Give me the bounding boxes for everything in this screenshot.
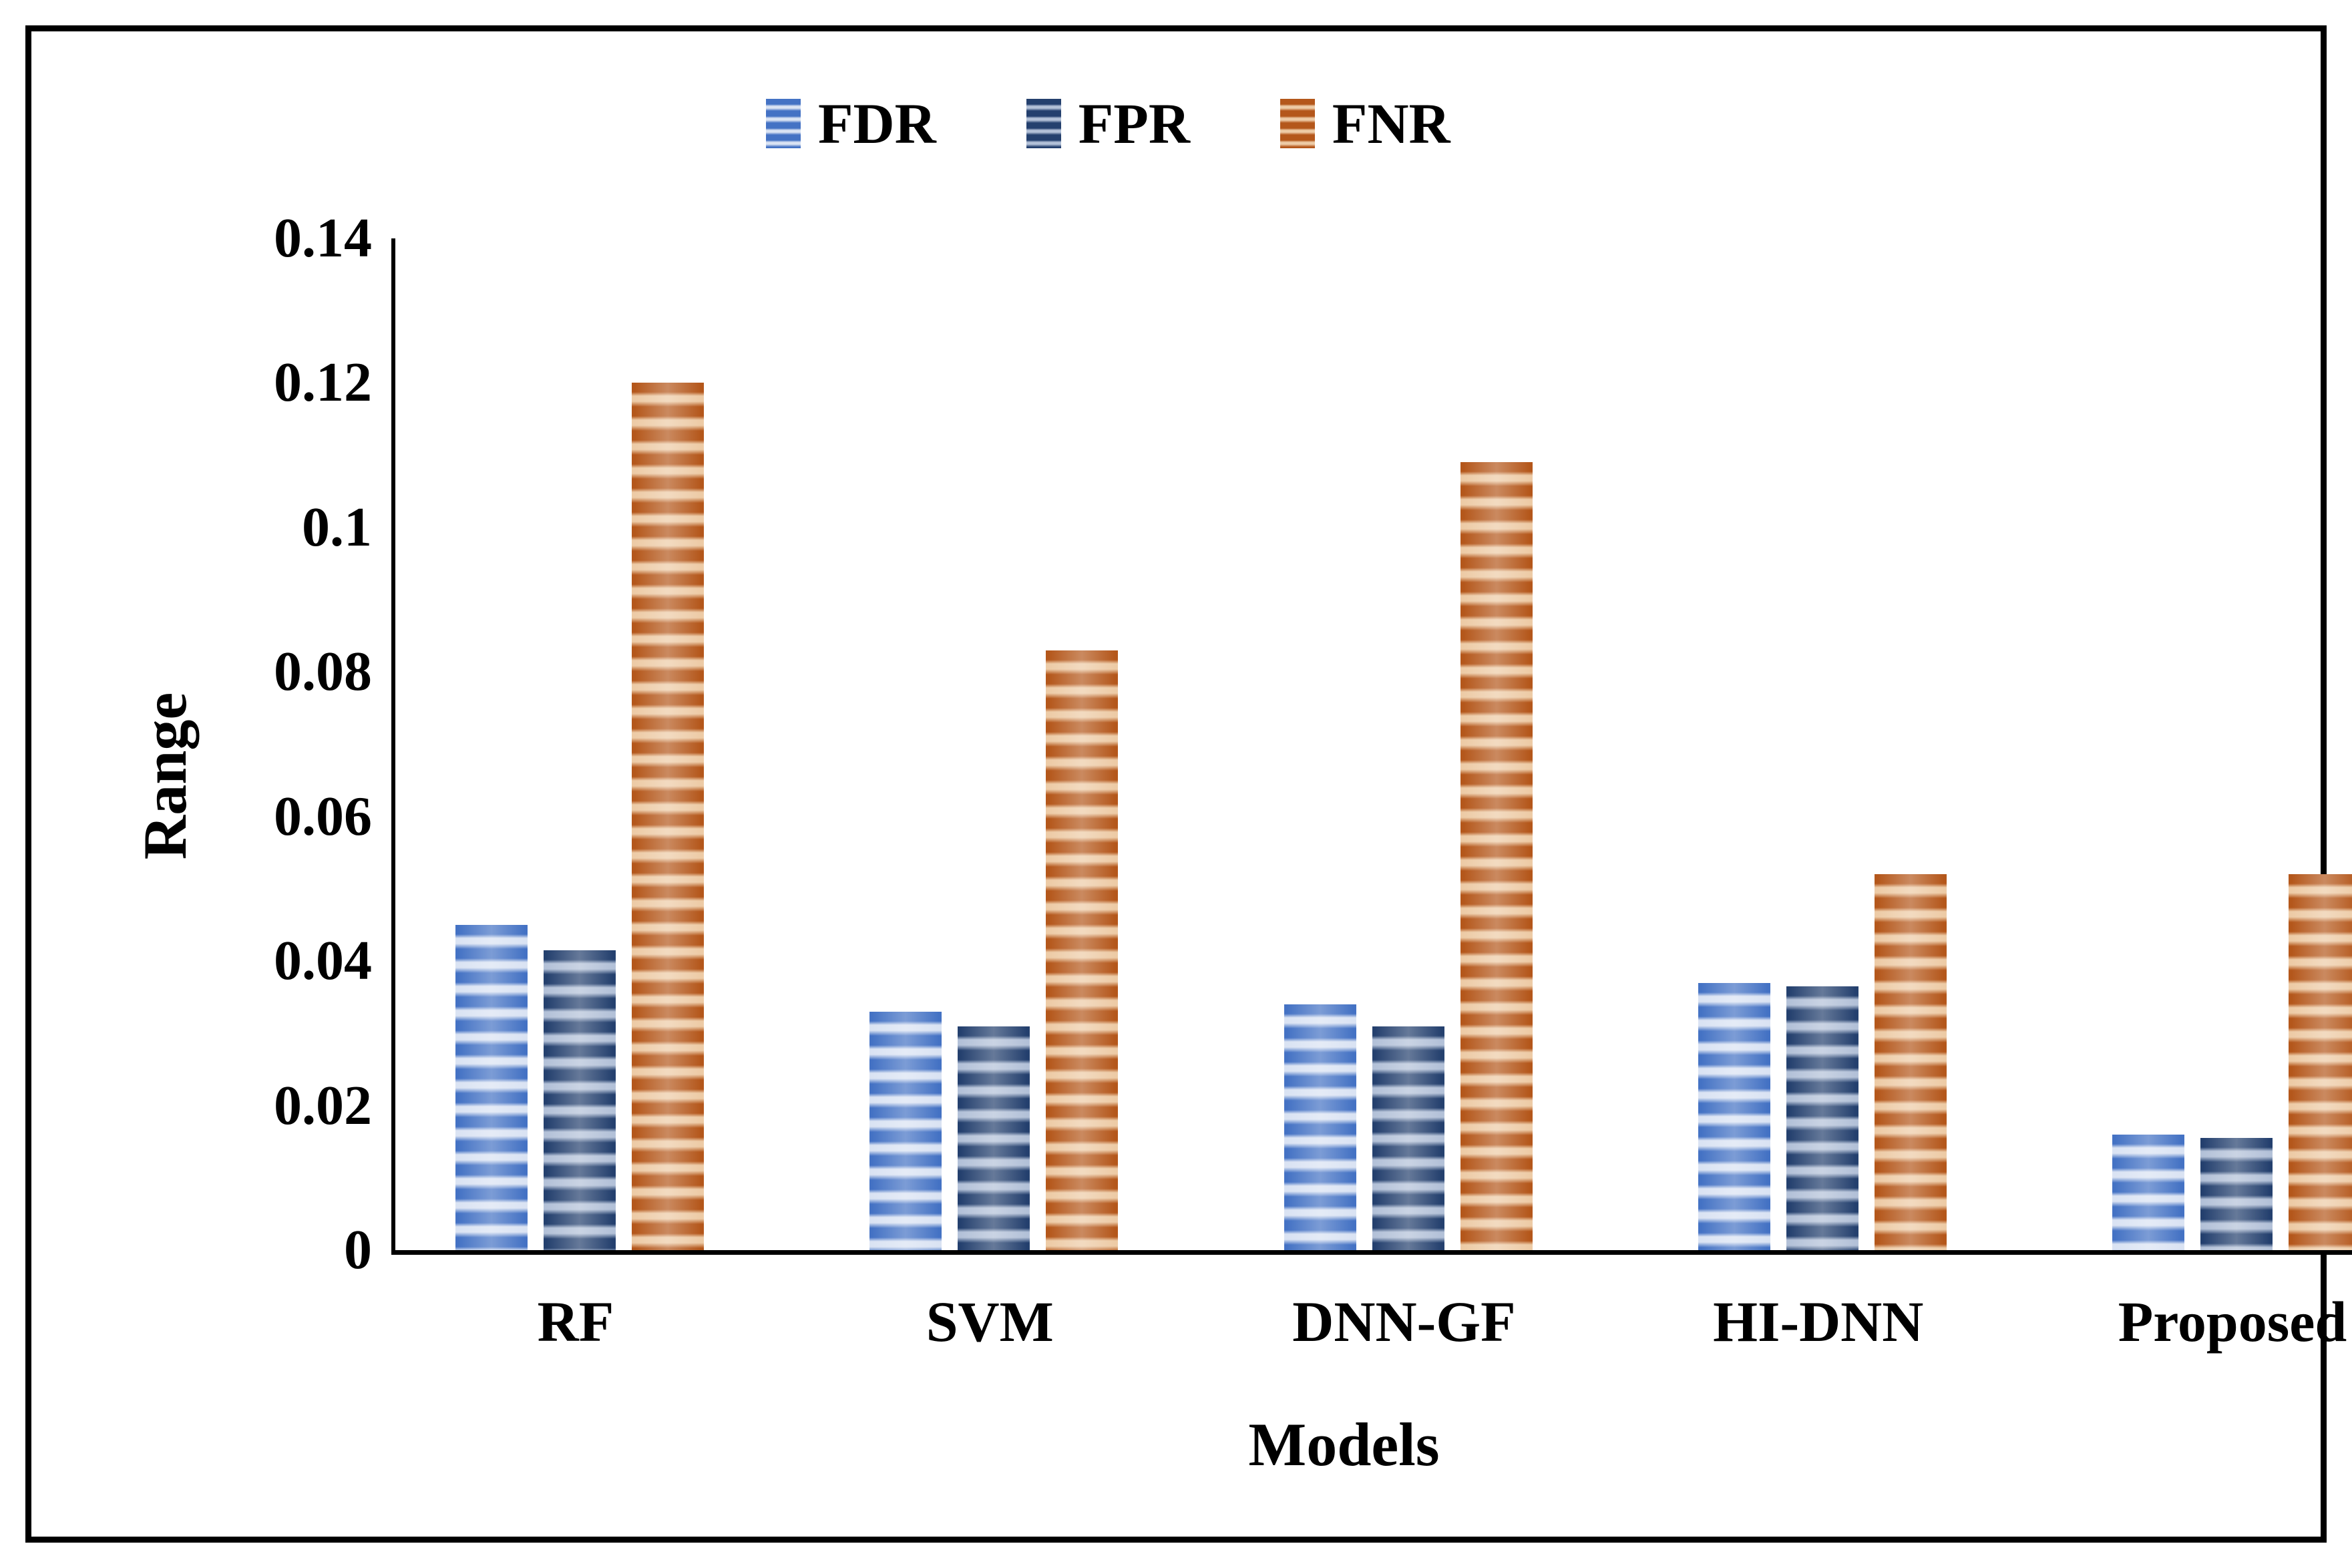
chart-frame: FDR FPR FNR Range 0 0.02 0.04 0.06 0.08 0.1 0.12… bbox=[25, 25, 2352, 1543]
y-tick-label: 0.04 bbox=[274, 930, 372, 992]
bar-fdr-hi-dnn bbox=[1698, 982, 1770, 1251]
x-axis-title: Models bbox=[1248, 1410, 1440, 1479]
bar-fnr-proposed bbox=[2289, 874, 2352, 1250]
bar-fdr-proposed bbox=[2112, 1134, 2184, 1251]
bar-group-hi-dnn bbox=[1698, 238, 1947, 1251]
bar-fnr-dnn-gf bbox=[1460, 462, 1533, 1250]
legend-item-fpr: FPR bbox=[1026, 95, 1190, 152]
bar-fnr-rf bbox=[632, 383, 704, 1250]
y-tick-label: 0.02 bbox=[274, 1074, 372, 1137]
fdr-swatch-icon bbox=[766, 99, 801, 148]
bar-fpr-svm bbox=[958, 1026, 1030, 1251]
bar-group-proposed bbox=[2112, 238, 2352, 1251]
bar-fpr-rf bbox=[544, 950, 616, 1251]
bar-fnr-hi-dnn bbox=[1874, 874, 1947, 1250]
x-label-rf: RF bbox=[537, 1290, 614, 1354]
legend: FDR FPR FNR bbox=[766, 95, 1450, 152]
bar-fdr-svm bbox=[869, 1011, 942, 1251]
fpr-swatch-icon bbox=[1026, 99, 1061, 148]
y-tick-label: 0.14 bbox=[274, 207, 372, 269]
bar-fdr-rf bbox=[455, 925, 528, 1250]
bar-fpr-hi-dnn bbox=[1786, 986, 1858, 1250]
bar-group-dnn-gf bbox=[1284, 238, 1533, 1251]
y-tick-label: 0.12 bbox=[274, 351, 372, 414]
legend-item-fnr: FNR bbox=[1280, 95, 1450, 152]
legend-label: FPR bbox=[1078, 91, 1190, 156]
plot-area bbox=[391, 238, 2352, 1255]
y-tick-label: 0.1 bbox=[302, 496, 372, 558]
bar-group-svm bbox=[869, 238, 1119, 1251]
bar-fpr-proposed bbox=[2200, 1138, 2273, 1250]
fnr-swatch-icon bbox=[1280, 99, 1315, 148]
bar-fdr-dnn-gf bbox=[1284, 1004, 1356, 1250]
bar-group-rf bbox=[455, 238, 704, 1251]
legend-item-fdr: FDR bbox=[766, 95, 936, 152]
y-tick-label: 0.08 bbox=[274, 640, 372, 703]
x-label-proposed: Proposed bbox=[2118, 1290, 2347, 1354]
bar-fnr-svm bbox=[1046, 650, 1119, 1251]
y-axis-tick-labels: 0 0.02 0.04 0.06 0.08 0.1 0.12 0.14 bbox=[168, 210, 372, 1278]
x-label-svm: SVM bbox=[926, 1290, 1054, 1354]
bar-fpr-dnn-gf bbox=[1372, 1026, 1444, 1251]
legend-label: FNR bbox=[1332, 91, 1450, 156]
y-tick-label: 0.06 bbox=[274, 785, 372, 847]
x-axis-category-labels: RF SVM DNN-GF HI-DNN Proposed bbox=[391, 1290, 2352, 1354]
y-tick-label: 0 bbox=[344, 1219, 372, 1281]
x-label-hi-dnn: HI-DNN bbox=[1713, 1290, 1924, 1354]
legend-label: FDR bbox=[818, 91, 936, 156]
x-label-dnn-gf: DNN-GF bbox=[1292, 1290, 1516, 1354]
